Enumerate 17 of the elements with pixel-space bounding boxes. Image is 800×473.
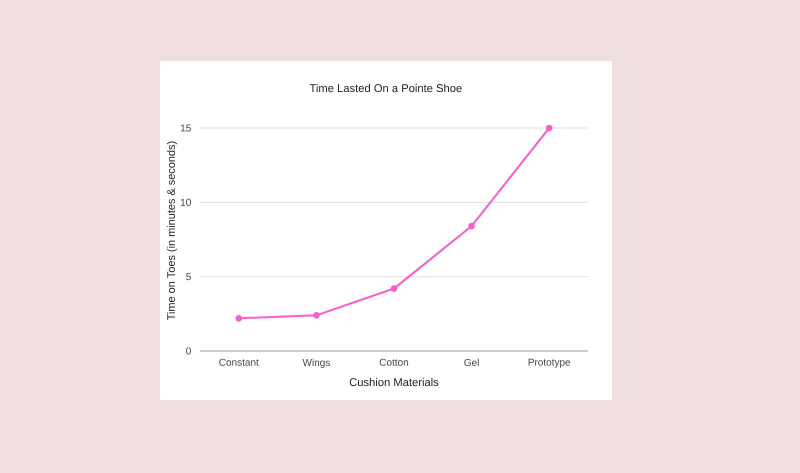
y-tick-label: 5	[186, 273, 191, 280]
x-tick-label: Wings	[302, 358, 330, 368]
x-tick-label: Constant	[219, 358, 259, 366]
x-tick-label: Gel	[464, 358, 479, 366]
point	[546, 124, 552, 132]
point	[390, 285, 398, 292]
x-tick-label: Cotton	[380, 358, 408, 366]
y-tick-label: 0	[186, 347, 191, 355]
y-tick-label: 15	[180, 124, 191, 132]
x-axis-title: Cushion Materials	[350, 378, 438, 386]
x-tick-label: Prototype	[528, 358, 570, 368]
y-tick-label: 10	[180, 198, 191, 206]
point	[468, 222, 475, 230]
y-axis-title: Time on Toes (in minutes & seconds)	[166, 142, 178, 320]
point	[313, 312, 320, 319]
point	[236, 314, 242, 322]
chart-title: Time Lasted On a Pointe Shoe	[310, 84, 462, 92]
